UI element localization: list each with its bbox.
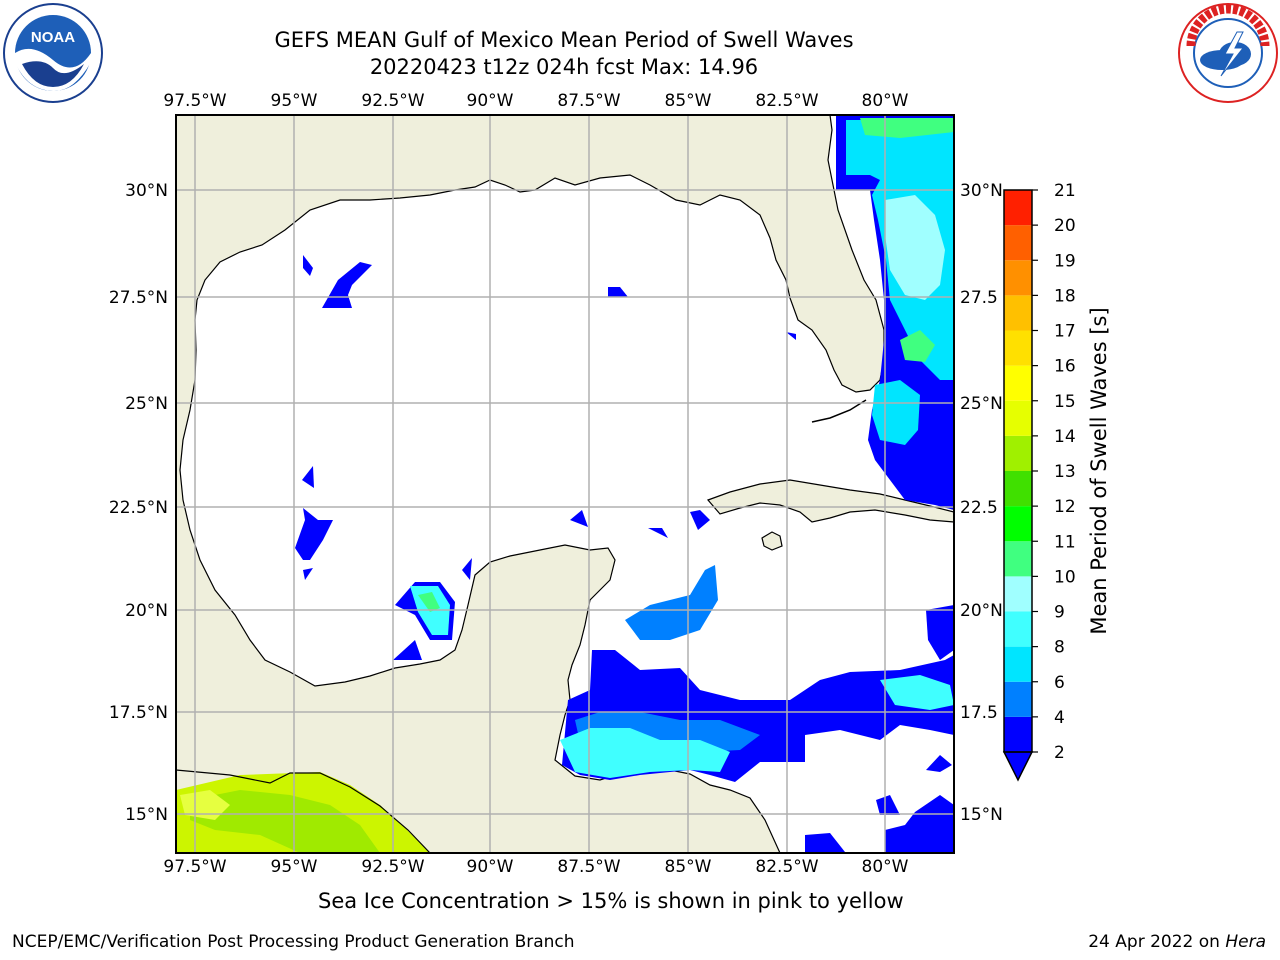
lon-tick-label: 92.5°W xyxy=(361,91,424,111)
colorbar-tick-label: 12 xyxy=(1054,497,1076,517)
lat-tick-label: 25°N xyxy=(125,394,168,414)
colorbar-swatch xyxy=(1004,471,1032,506)
lat-tick-label-right: 27.5 xyxy=(960,288,998,308)
lat-tick-label: 20°N xyxy=(125,601,168,621)
lat-tick-label: 17.5°N xyxy=(109,703,168,723)
lat-tick-label-right: 25°N xyxy=(960,394,1003,414)
lon-tick-label: 95°W xyxy=(271,857,318,877)
lon-tick-label: 87.5°W xyxy=(557,857,620,877)
colorbar-tick-label: 21 xyxy=(1054,181,1076,201)
colorbar-tick-label: 6 xyxy=(1054,673,1065,693)
colorbar-swatch xyxy=(1004,401,1032,436)
colorbar-swatch xyxy=(1004,541,1032,576)
lat-tick-label-right: 20°N xyxy=(960,601,1003,621)
lat-tick-label: 30°N xyxy=(125,181,168,201)
colorbar-tick-label: 15 xyxy=(1054,392,1076,412)
lon-tick-label: 82.5°W xyxy=(755,857,818,877)
colorbar: 2 4 6 8 9 10 11 12 13 14 15 16 17 18 19 20 21 xyxy=(1004,181,1076,780)
colorbar-swatch xyxy=(1004,295,1032,330)
lat-tick-label-right: 30°N xyxy=(960,181,1003,201)
colorbar-swatch xyxy=(1004,436,1032,471)
lat-tick-label: 27.5°N xyxy=(109,288,168,308)
colorbar-swatch xyxy=(1004,647,1032,682)
footer-date: 24 Apr 2022 on Hera xyxy=(1088,932,1266,952)
colorbar-tick-label: 16 xyxy=(1054,357,1076,377)
colorbar-tick-label: 20 xyxy=(1054,216,1076,236)
footer-host: Hera xyxy=(1225,932,1266,952)
colorbar-swatch xyxy=(1004,190,1032,225)
colorbar-tick-label: 10 xyxy=(1054,567,1076,587)
colorbar-swatch xyxy=(1004,682,1032,717)
lon-tick-label: 82.5°W xyxy=(755,91,818,111)
footer-date-text: 24 Apr 2022 on xyxy=(1088,932,1225,952)
lon-tick-label: 85°W xyxy=(665,857,712,877)
colorbar-tick-label: 11 xyxy=(1054,532,1076,552)
colorbar-swatch xyxy=(1004,506,1032,541)
colorbar-tick-label: 4 xyxy=(1054,708,1065,728)
colorbar-tick-label: 17 xyxy=(1054,322,1076,342)
lon-labels-top: 97.5°W 95°W 92.5°W 90°W 87.5°W 85°W 82.5°W 80°W xyxy=(163,91,908,111)
colorbar-tick-label: 8 xyxy=(1054,638,1065,658)
colorbar-title: Mean Period of Swell Waves [s] xyxy=(1087,307,1111,634)
lon-tick-label: 92.5°W xyxy=(361,857,424,877)
colorbar-swatch xyxy=(1004,260,1032,295)
colorbar-swatch xyxy=(1004,366,1032,401)
lon-labels-bottom: 97.5°W 95°W 92.5°W 90°W 87.5°W 85°W 82.5°W 80°W xyxy=(163,857,908,877)
colorbar-extend-arrow xyxy=(1004,752,1032,780)
lat-tick-label: 15°N xyxy=(125,805,168,825)
lon-tick-label: 97.5°W xyxy=(163,91,226,111)
colorbar-swatch xyxy=(1004,225,1032,260)
lon-tick-label: 90°W xyxy=(467,91,514,111)
lat-tick-label-right: 15°N xyxy=(960,805,1003,825)
lat-labels-left: 30°N 27.5°N 25°N 22.5°N 20°N 17.5°N 15°N xyxy=(109,181,168,825)
colorbar-tick-label: 18 xyxy=(1054,286,1076,306)
colorbar-swatch xyxy=(1004,612,1032,647)
colorbar-swatch xyxy=(1004,331,1032,366)
colorbar-tick-label: 9 xyxy=(1054,603,1065,623)
lat-labels-right: 30°N 27.5 25°N 22.5 20°N 17.5 15°N xyxy=(960,181,1003,825)
swell-field-keys xyxy=(872,380,920,445)
lat-tick-label: 22.5°N xyxy=(109,498,168,518)
sea-ice-note: Sea Ice Concentration > 15% is shown in … xyxy=(318,889,904,913)
colorbar-swatch xyxy=(1004,576,1032,611)
lon-tick-label: 87.5°W xyxy=(557,91,620,111)
colorbar-tick-label: 2 xyxy=(1054,743,1065,763)
colorbar-tick-label: 19 xyxy=(1054,251,1076,271)
colorbar-tick-label: 13 xyxy=(1054,462,1076,482)
footer-branch: NCEP/EMC/Verification Post Processing Pr… xyxy=(12,932,575,952)
colorbar-tick-label: 14 xyxy=(1054,427,1076,447)
lat-tick-label-right: 17.5 xyxy=(960,703,998,723)
lat-tick-label-right: 22.5 xyxy=(960,498,998,518)
lon-tick-label: 95°W xyxy=(271,91,318,111)
lon-tick-label: 85°W xyxy=(665,91,712,111)
lon-tick-label: 80°W xyxy=(862,91,909,111)
lon-tick-label: 80°W xyxy=(862,857,909,877)
lon-tick-label: 97.5°W xyxy=(163,857,226,877)
lon-tick-label: 90°W xyxy=(467,857,514,877)
forecast-map: 97.5°W 95°W 92.5°W 90°W 87.5°W 85°W 82.5°W 80°W… xyxy=(0,0,1280,960)
colorbar-swatch xyxy=(1004,717,1032,752)
